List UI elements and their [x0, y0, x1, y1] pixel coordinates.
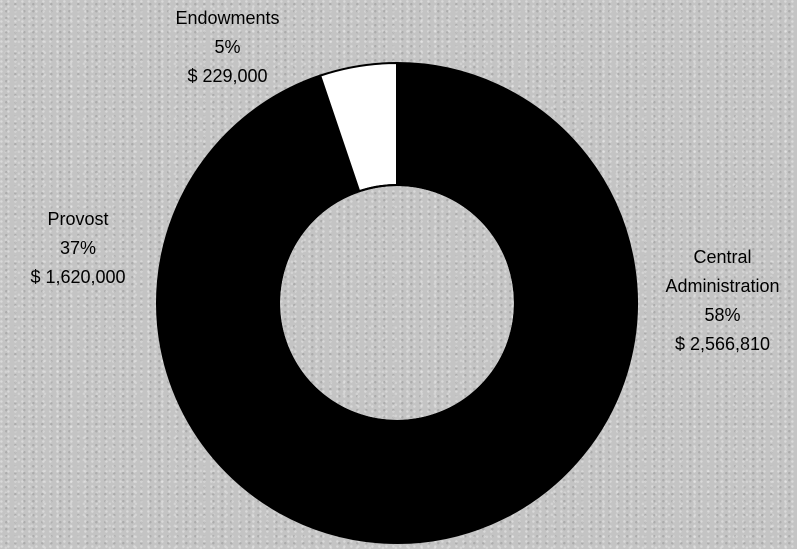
- label-provost-amount: $ 1,620,000: [30, 267, 126, 287]
- label-provost-name: Provost: [47, 209, 109, 229]
- label-endowments-amount: $ 229,000: [187, 66, 268, 86]
- label-provost: Provost 37% $ 1,620,000: [8, 205, 148, 292]
- label-central-administration: Central Administration 58% $ 2,566,810: [655, 243, 790, 359]
- label-endowments: Endowments 5% $ 229,000: [170, 4, 285, 91]
- donut-hole-outline: [278, 184, 516, 422]
- label-central-amount: $ 2,566,810: [674, 334, 771, 354]
- label-central-percent: 58%: [704, 305, 741, 325]
- label-provost-percent: 37%: [59, 238, 97, 258]
- label-endowments-name: Endowments: [175, 8, 280, 28]
- label-central-name-line2: Administration: [665, 276, 780, 296]
- label-central-name-line1: Central: [693, 247, 752, 267]
- label-endowments-percent: 5%: [214, 37, 241, 57]
